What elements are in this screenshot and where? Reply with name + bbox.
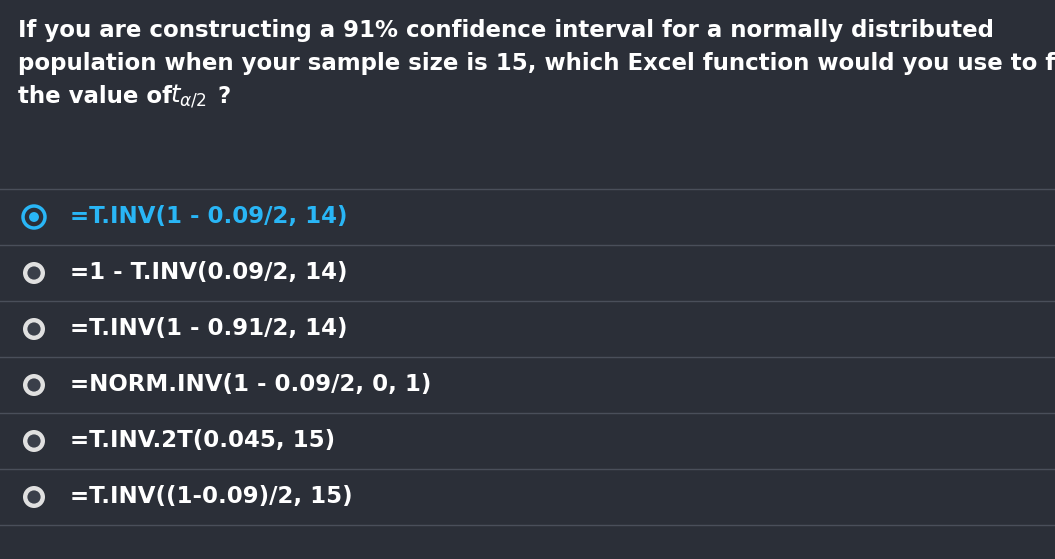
Circle shape — [27, 434, 40, 448]
Circle shape — [23, 262, 45, 284]
Circle shape — [30, 212, 39, 222]
Circle shape — [27, 267, 40, 280]
Circle shape — [23, 318, 45, 340]
Text: =T.INV(1 - 0.91/2, 14): =T.INV(1 - 0.91/2, 14) — [70, 318, 347, 340]
Circle shape — [27, 323, 40, 335]
Text: =1 - T.INV(0.09/2, 14): =1 - T.INV(0.09/2, 14) — [70, 262, 347, 285]
Text: ?: ? — [217, 85, 230, 108]
Text: =T.INV.2T(0.045, 15): =T.INV.2T(0.045, 15) — [70, 429, 335, 452]
Text: If you are constructing a 91% confidence interval for a normally distributed: If you are constructing a 91% confidence… — [18, 19, 994, 42]
Circle shape — [27, 378, 40, 392]
Circle shape — [23, 430, 45, 452]
Text: the value of: the value of — [18, 85, 180, 108]
Text: $\mathit{t}_{\alpha/2}$: $\mathit{t}_{\alpha/2}$ — [170, 83, 207, 110]
Text: population when your sample size is 15, which Excel function would you use to fi: population when your sample size is 15, … — [18, 52, 1055, 75]
Circle shape — [23, 374, 45, 396]
Text: =NORM.INV(1 - 0.09/2, 0, 1): =NORM.INV(1 - 0.09/2, 0, 1) — [70, 373, 431, 396]
Text: =T.INV((1-0.09)/2, 15): =T.INV((1-0.09)/2, 15) — [70, 486, 352, 509]
Text: =T.INV(1 - 0.09/2, 14): =T.INV(1 - 0.09/2, 14) — [70, 206, 347, 229]
Circle shape — [27, 490, 40, 504]
Circle shape — [23, 486, 45, 508]
